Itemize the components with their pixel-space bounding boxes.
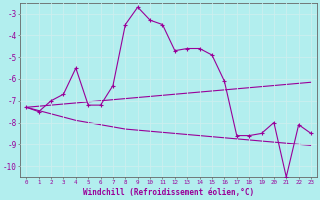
X-axis label: Windchill (Refroidissement éolien,°C): Windchill (Refroidissement éolien,°C) <box>83 188 254 197</box>
